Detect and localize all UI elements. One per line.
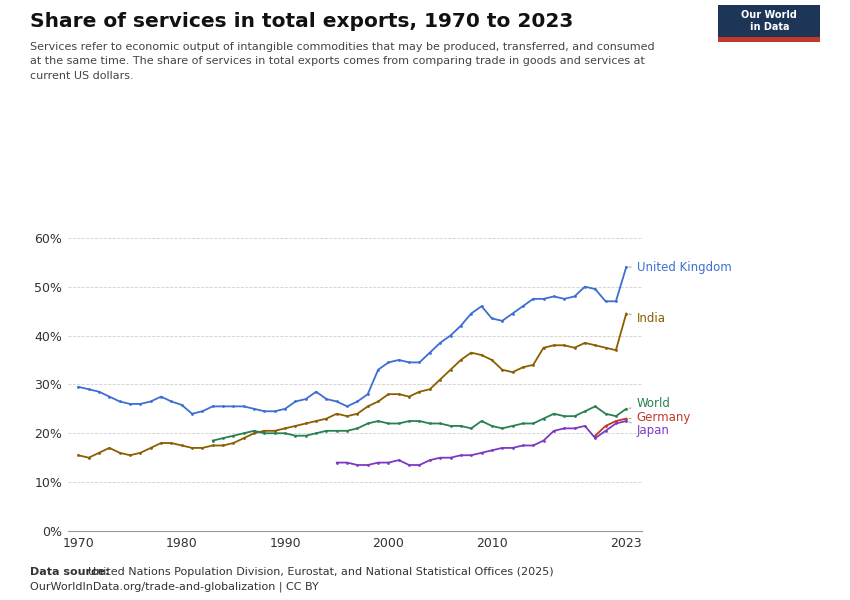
Text: in Data: in Data: [750, 22, 789, 32]
Text: Share of services in total exports, 1970 to 2023: Share of services in total exports, 1970…: [30, 12, 573, 31]
Text: World: World: [629, 397, 671, 410]
FancyBboxPatch shape: [718, 37, 820, 42]
Text: Our World: Our World: [741, 10, 797, 20]
Text: Japan: Japan: [629, 422, 670, 437]
Text: Services refer to economic output of intangible commodities that may be produced: Services refer to economic output of int…: [30, 42, 654, 81]
Text: India: India: [629, 312, 666, 325]
Text: OurWorldInData.org/trade-and-globalization | CC BY: OurWorldInData.org/trade-and-globalizati…: [30, 582, 319, 593]
Text: Germany: Germany: [629, 411, 691, 424]
Text: United Nations Population Division, Eurostat, and National Statistical Offices (: United Nations Population Division, Euro…: [88, 567, 553, 577]
Text: United Kingdom: United Kingdom: [629, 260, 731, 274]
Text: Data source:: Data source:: [30, 567, 113, 577]
FancyBboxPatch shape: [718, 5, 820, 42]
